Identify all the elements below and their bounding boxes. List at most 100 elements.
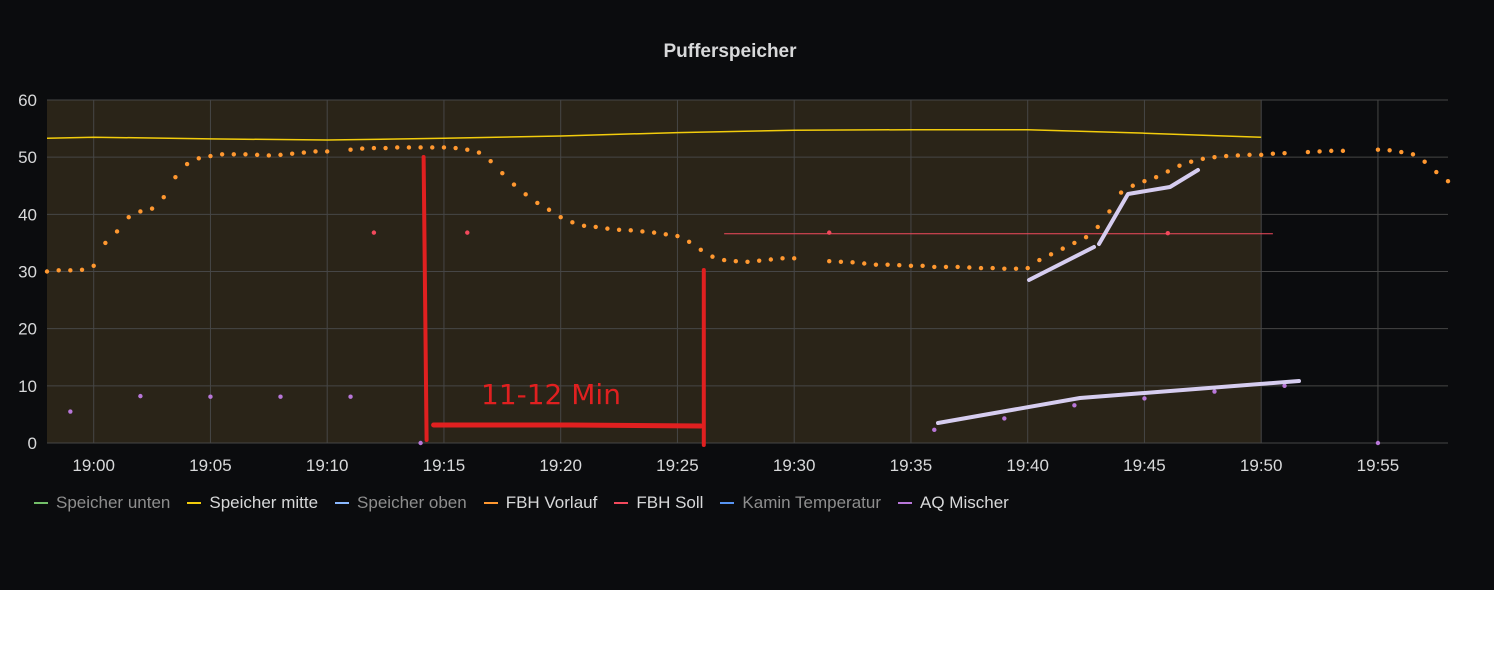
data-point-fbh-vorlauf — [523, 192, 528, 197]
y-tick-label: 20 — [18, 320, 37, 339]
data-point-fbh-vorlauf — [605, 226, 610, 231]
data-point-fbh-vorlauf — [733, 259, 739, 264]
highlight-stroke — [936, 379, 1301, 425]
data-point-fbh-vorlauf — [465, 147, 470, 152]
data-point-fbh-vorlauf — [1223, 153, 1229, 159]
data-point-fbh-vorlauf — [990, 265, 995, 271]
data-point-aq-mischer — [932, 427, 937, 433]
series-line-speicher-mitte — [46, 128, 1262, 141]
data-point-fbh-vorlauf — [406, 145, 412, 150]
data-point-fbh-vorlauf — [1305, 149, 1311, 155]
legend: Speicher unten Speicher mitte Speicher obe… — [34, 493, 1026, 513]
data-point-fbh-vorlauf — [91, 263, 96, 268]
data-point-fbh-vorlauf — [208, 153, 213, 159]
data-point-fbh-vorlauf — [453, 145, 458, 151]
data-point-fbh-vorlauf — [44, 269, 50, 274]
data-point-aq-mischer — [138, 393, 143, 399]
data-point-fbh-vorlauf — [1002, 266, 1007, 271]
legend-swatch — [483, 502, 498, 504]
y-tick-label: 30 — [18, 263, 37, 282]
data-point-fbh-vorlauf — [1083, 235, 1089, 240]
data-point-aq-mischer — [1142, 396, 1147, 401]
data-point-fbh-vorlauf — [68, 268, 73, 273]
data-point-fbh-vorlauf — [1153, 174, 1159, 180]
highlight-stroke — [1097, 168, 1200, 246]
data-point-fbh-vorlauf — [873, 262, 879, 267]
data-point-fbh-vorlauf — [1118, 190, 1124, 195]
data-point-fbh-vorlauf — [1317, 149, 1322, 154]
data-point-fbh-vorlauf — [488, 158, 493, 164]
data-point-fbh-vorlauf — [1259, 152, 1264, 158]
data-point-fbh-vorlauf — [593, 224, 598, 230]
data-point-fbh-vorlauf — [850, 260, 855, 265]
data-point-fbh-vorlauf — [173, 174, 178, 180]
data-point-fbh-vorlauf — [196, 156, 201, 161]
data-point-fbh-vorlauf — [1177, 163, 1182, 168]
data-point-fbh-vorlauf — [1434, 169, 1439, 175]
legend-item-fbh-soll[interactable]: FBH Soll — [614, 493, 703, 513]
legend-item-speicher-oben[interactable]: Speicher oben — [335, 493, 467, 513]
chart-canvas: 0 10 20 30 40 50 60 19:00 19:05 19:10 19:15 19:20 19… — [18, 91, 1451, 475]
y-tick-label: 0 — [28, 434, 37, 453]
data-point-aq-mischer — [1072, 403, 1077, 408]
data-point-aq-mischer — [68, 409, 73, 414]
y-tick-label: 10 — [18, 377, 37, 396]
data-point-fbh-vorlauf — [546, 207, 552, 212]
data-point-fbh-vorlauf — [1165, 169, 1171, 174]
data-point-fbh-vorlauf — [920, 263, 925, 268]
legend-swatch — [720, 502, 735, 504]
data-point-fbh-vorlauf — [266, 153, 272, 158]
highlight-stroke — [1027, 245, 1096, 282]
data-point-fbh-vorlauf — [862, 261, 867, 266]
data-point-fbh-vorlauf — [663, 232, 668, 237]
data-point-fbh-vorlauf — [1410, 152, 1416, 157]
data-point-fbh-vorlauf — [511, 182, 517, 187]
data-point-fbh-vorlauf — [1282, 150, 1287, 156]
legend-item-aq-mischer[interactable]: AQ Mischer — [898, 493, 1009, 513]
legend-item-speicher-mitte[interactable]: Speicher mitte — [187, 493, 318, 513]
data-point-fbh-vorlauf — [885, 262, 890, 267]
data-point-fbh-vorlauf — [243, 152, 248, 157]
data-point-fbh-vorlauf — [978, 265, 984, 271]
data-point-aq-mischer — [208, 394, 213, 399]
data-point-fbh-vorlauf — [1013, 266, 1019, 271]
data-point-fbh-vorlauf — [348, 147, 353, 152]
data-point-fbh-vorlauf — [908, 263, 914, 268]
data-point-fbh-vorlauf — [1387, 148, 1392, 153]
legend-label: AQ Mischer — [920, 493, 1009, 512]
data-point-aq-mischer — [348, 394, 353, 399]
x-tick-label: 19:25 — [656, 456, 699, 475]
data-point-fbh-vorlauf — [500, 170, 505, 176]
legend-item-kamin-temperatur[interactable]: Kamin Temperatur — [720, 493, 881, 513]
data-point-fbh-vorlauf — [628, 228, 633, 233]
legend-swatch — [335, 502, 350, 504]
data-point-fbh-vorlauf — [56, 268, 61, 273]
data-point-fbh-vorlauf — [1037, 257, 1042, 263]
data-point-fbh-vorlauf — [360, 146, 365, 151]
data-point-fbh-vorlauf — [1142, 178, 1147, 184]
chart-title: Pufferspeicher — [663, 41, 797, 62]
x-tick-label: 19:20 — [539, 456, 582, 475]
legend-item-fbh-vorlauf[interactable]: FBH Vorlauf — [483, 493, 597, 513]
data-point-aq-mischer — [418, 440, 423, 446]
data-point-fbh-soll — [371, 230, 377, 235]
data-point-fbh-vorlauf — [1270, 151, 1276, 156]
legend-label: FBH Soll — [636, 493, 704, 512]
data-point-fbh-vorlauf — [395, 145, 400, 150]
annotation-bracket-bottom — [431, 422, 704, 429]
data-point-fbh-vorlauf — [698, 247, 703, 252]
annotation-bracket-left — [421, 155, 429, 442]
data-point-fbh-vorlauf — [149, 206, 155, 211]
legend-swatch — [898, 502, 913, 504]
data-point-fbh-vorlauf — [955, 264, 960, 270]
data-point-fbh-vorlauf — [1445, 178, 1451, 184]
data-point-fbh-vorlauf — [640, 229, 645, 234]
data-point-fbh-vorlauf — [570, 220, 575, 225]
data-point-fbh-vorlauf — [710, 254, 715, 259]
data-point-fbh-vorlauf — [278, 152, 283, 158]
y-tick-label: 40 — [18, 205, 37, 224]
data-point-fbh-vorlauf — [838, 259, 844, 264]
x-tick-label: 19:10 — [306, 456, 349, 475]
legend-item-speicher-unten[interactable]: Speicher unten — [34, 493, 170, 513]
legend-label: Kamin Temperatur — [742, 493, 882, 512]
